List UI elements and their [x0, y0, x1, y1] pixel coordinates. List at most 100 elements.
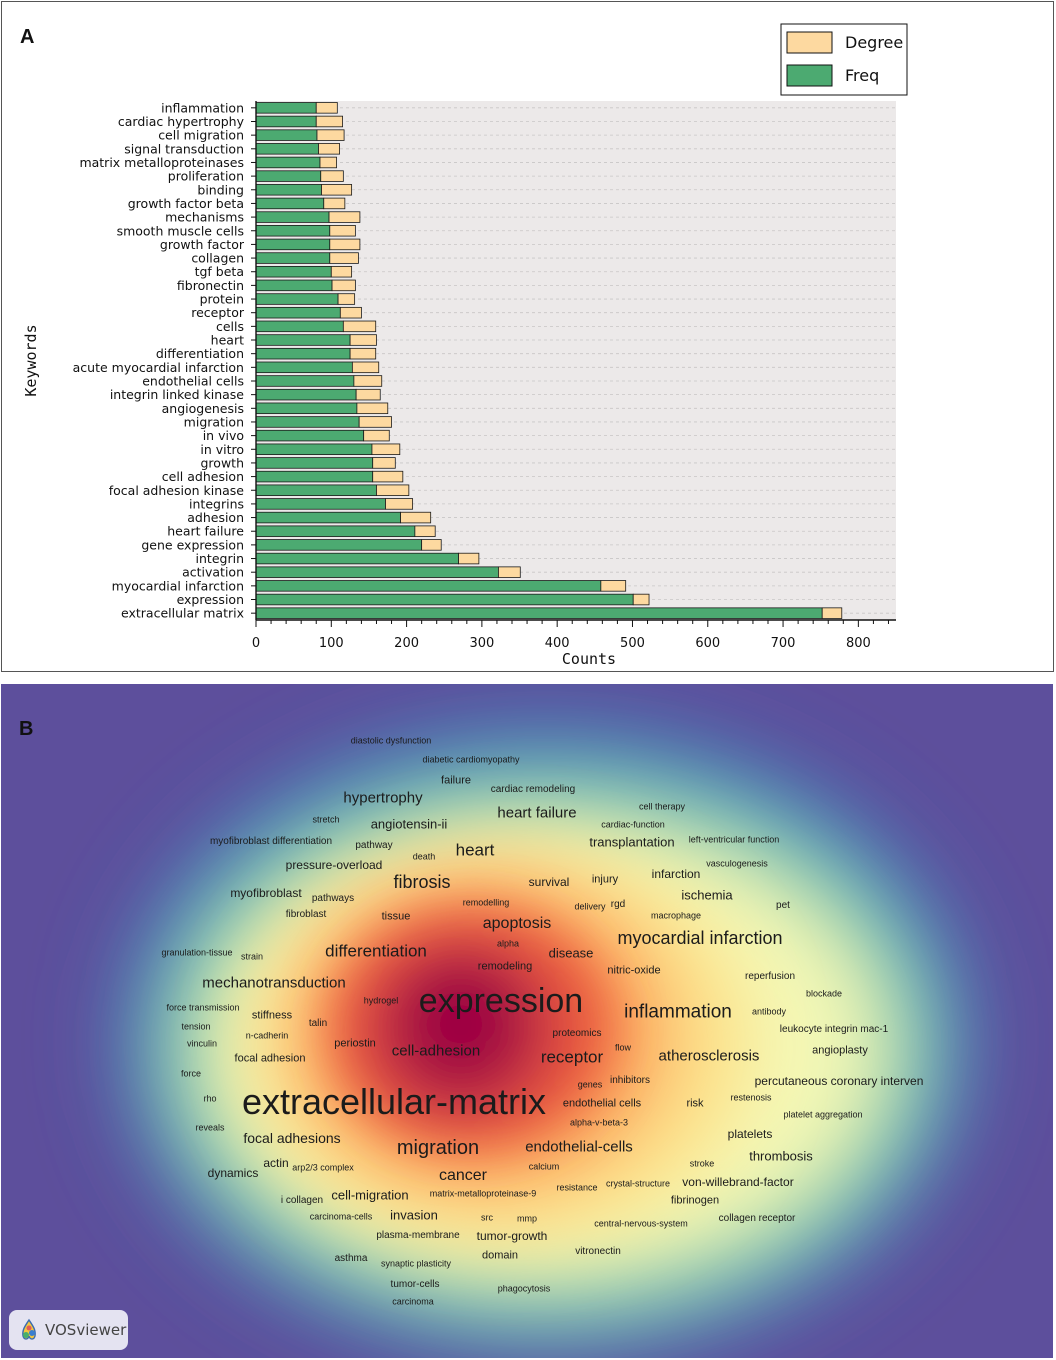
panel-a-bar-chart: inflammation cardiac hypertrophy cell migr…: [1, 1, 1054, 672]
keyword-label: remodelling: [462, 897, 510, 908]
y-tick-label: proliferation: [168, 169, 244, 184]
bar-freq-heart-failure: [255, 525, 416, 537]
bar-degree-angiogenesis: [356, 402, 389, 415]
keyword-label: left-ventricular function: [688, 834, 780, 845]
bar-freq-cardiac-hypertrophy: [255, 115, 317, 128]
bar-degree-protein: [337, 293, 356, 305]
keyword-label: inflammation: [624, 1001, 732, 1023]
keyword-label: heart: [455, 840, 495, 860]
keyword-label: alpha-v-beta-3: [569, 1117, 629, 1128]
keyword-label: endothelial-cells: [525, 1138, 633, 1156]
keyword-label: fibrinogen: [670, 1194, 720, 1207]
keyword-label: heart failure: [497, 804, 577, 822]
x-tick-label: 300: [469, 636, 494, 651]
bar-freq-acute-myocardial-infarction: [255, 361, 353, 374]
keyword-label: infarction: [651, 867, 701, 881]
keyword-label: stiffness: [251, 1009, 293, 1022]
bar-degree-migration: [358, 416, 392, 428]
bar-degree-growth-factor-beta: [323, 197, 346, 210]
keyword-label: force transmission: [166, 1002, 240, 1013]
y-tick-label: activation: [182, 565, 244, 580]
keyword-label: talin: [308, 1018, 328, 1029]
keyword-label: antibody: [751, 1006, 787, 1017]
bar-degree-cell-adhesion: [372, 470, 404, 483]
bar-freq-cell-adhesion: [255, 470, 374, 483]
bar-freq-myocardial-infarction: [255, 580, 602, 592]
y-tick-label: tgf beta: [195, 264, 244, 279]
keyword-label: pressure-overload: [285, 858, 383, 872]
bar-freq-integrin-linked-kinase: [255, 388, 357, 401]
keyword-label: macrophage: [650, 910, 702, 921]
keyword-label: pathways: [311, 893, 355, 904]
bar-freq-proliferation: [255, 170, 322, 182]
x-tick-label: 600: [695, 636, 720, 651]
bar-degree-adhesion: [400, 511, 432, 524]
bar-freq-heart: [255, 334, 351, 346]
x-tick-label: 400: [545, 636, 570, 651]
keyword-label: percutaneous coronary interven: [754, 1074, 924, 1088]
legend-swatch-freq: [786, 64, 833, 87]
bar-degree-receptor: [339, 306, 362, 319]
vosviewer-badge: VOSviewer: [9, 1310, 128, 1350]
bar-degree-tgf-beta: [330, 265, 353, 278]
keyword-label: platelet aggregation: [783, 1109, 863, 1120]
y-tick-label: cardiac hypertrophy: [118, 114, 245, 129]
keyword-label: actin: [263, 1156, 289, 1170]
keyword-label: angiotensin-ii: [370, 816, 448, 832]
bar-degree-gene-expression: [421, 539, 442, 551]
keyword-label: invasion: [390, 1207, 438, 1223]
keyword-label: pathway: [355, 840, 393, 851]
bar-freq-integrins: [255, 498, 386, 510]
bar-degree-cell-migration: [316, 129, 345, 141]
keyword-label: reperfusion: [744, 971, 796, 982]
keyword-label: plasma-membrane: [376, 1230, 460, 1241]
keyword-label: central-nervous-system: [594, 1218, 688, 1229]
bar-freq-protein: [255, 293, 339, 305]
keyword-label: leukocyte integrin mac-1: [779, 1024, 889, 1035]
bar-freq-gene-expression: [255, 539, 423, 551]
keyword-label: periostin: [334, 1037, 376, 1050]
bar-freq-differentiation: [255, 347, 351, 360]
bar-freq-collagen: [255, 252, 331, 264]
bar-degree-inflammation: [315, 102, 338, 114]
keyword-label: diastolic dysfunction: [350, 735, 432, 746]
panel-a-label: A: [20, 26, 35, 48]
keyword-label: platelets: [727, 1127, 773, 1141]
y-tick-label: gene expression: [141, 537, 244, 552]
bar-degree-cardiac-hypertrophy: [315, 115, 343, 128]
keyword-label: i collagen: [280, 1195, 324, 1206]
bar-degree-activation: [498, 566, 521, 578]
bar-freq-growth: [255, 457, 374, 469]
bar-degree-collagen: [329, 252, 359, 264]
keyword-label: flow: [614, 1042, 632, 1053]
y-tick-label: endothelial cells: [142, 373, 244, 388]
keyword-label: mmp: [517, 1213, 537, 1224]
keyword-label: differentiation: [325, 941, 427, 961]
keyword-label: stretch: [312, 814, 340, 825]
keyword-label: vasculogenesis: [706, 858, 768, 869]
bar-degree-growth-factor: [329, 238, 361, 251]
bar-freq-growth-factor: [255, 238, 331, 251]
keyword-label: tissue: [381, 910, 411, 923]
bar-degree-extracellular-matrix: [821, 607, 843, 619]
keyword-label: cell-adhesion: [391, 1042, 481, 1060]
bar-freq-extracellular-matrix: [255, 607, 823, 619]
bar-degree-focal-adhesion-kinase: [376, 484, 410, 496]
bar-degree-differentiation: [349, 347, 377, 360]
x-tick-label: 200: [394, 636, 419, 651]
legend-label-degree: Degree: [845, 33, 903, 52]
keyword-label: proteomics: [552, 1028, 602, 1039]
keyword-label: dynamics: [207, 1166, 259, 1180]
keyword-label: survival: [528, 875, 570, 889]
y-tick-label: adhesion: [187, 510, 244, 525]
x-axis-title: Counts: [562, 650, 616, 668]
legend-label-freq: Freq: [845, 66, 879, 85]
y-tick-label: in vivo: [203, 428, 244, 443]
keyword-label: myofibroblast: [230, 886, 302, 900]
keyword-label: failure: [441, 774, 471, 787]
bar-freq-focal-adhesion-kinase: [255, 484, 377, 496]
keyword-label: tumor-growth: [476, 1229, 548, 1243]
keyword-label: myocardial infarction: [617, 928, 783, 948]
bar-freq-cells: [255, 320, 344, 333]
